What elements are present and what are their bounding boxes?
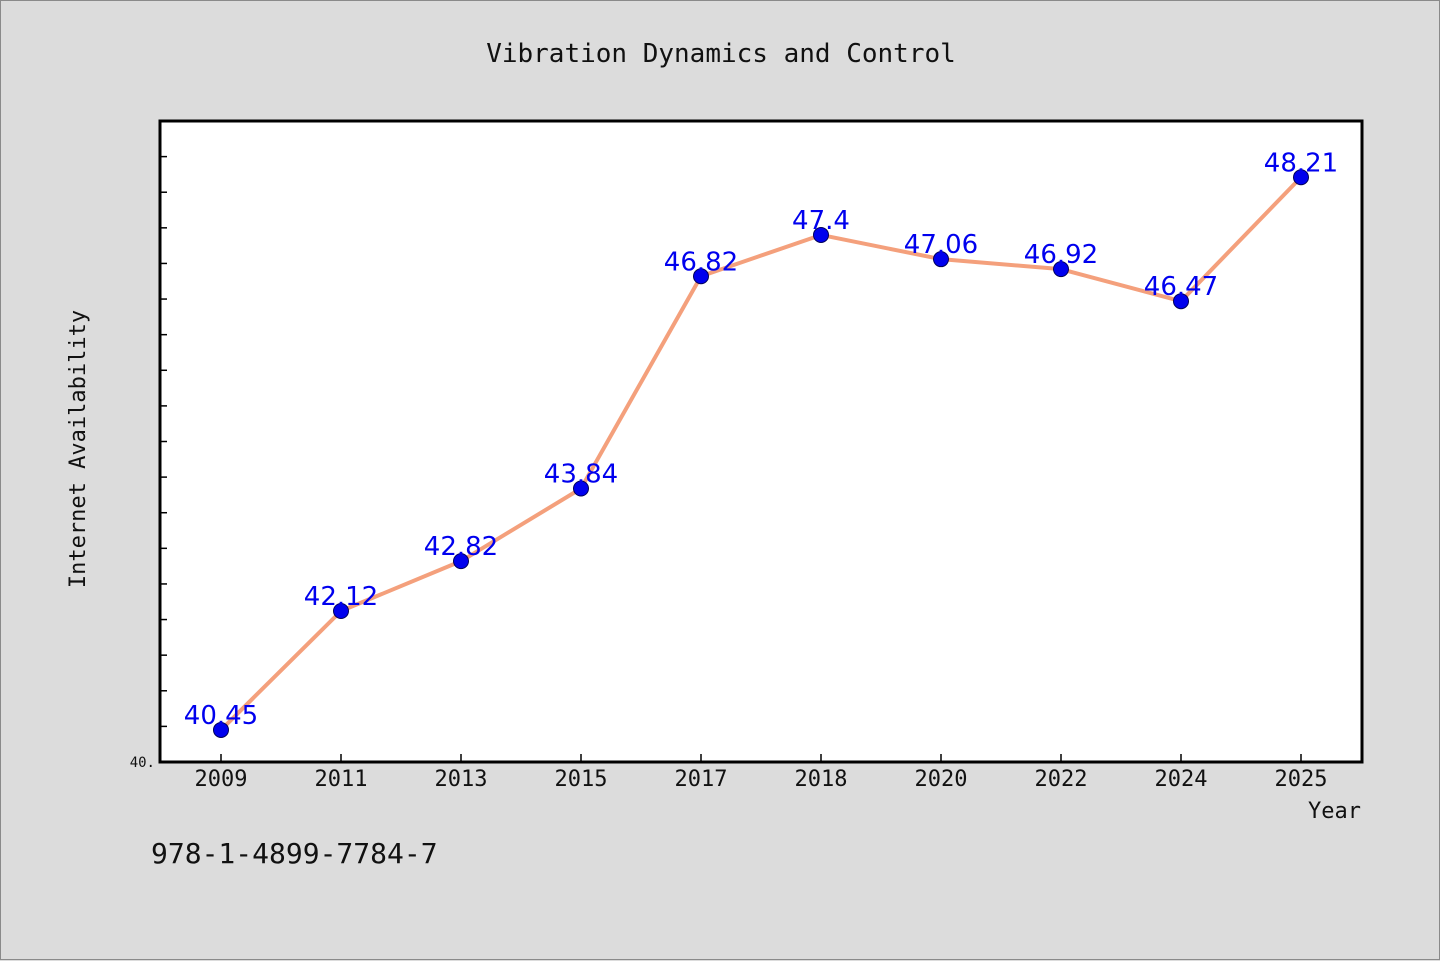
data-label: 42.82 <box>424 532 498 562</box>
x-tick-label: 2020 <box>915 767 968 792</box>
y-axis-label: Internet Availability <box>66 310 91 588</box>
x-tick-label: 2018 <box>795 767 848 792</box>
x-tick-label: 2009 <box>195 767 248 792</box>
data-point <box>1293 169 1309 186</box>
data-point <box>213 721 229 738</box>
data-point <box>1173 293 1189 310</box>
data-label: 48.21 <box>1264 148 1338 178</box>
data-point <box>333 603 349 620</box>
y-tick-label: 40. <box>130 755 155 771</box>
data-label: 46.82 <box>664 247 738 277</box>
data-label: 46.92 <box>1024 240 1098 270</box>
series-group: 40.45 42.12 42.82 43.84 46.82 47.4 47.06 46.92 4… <box>184 148 1338 738</box>
x-tick-label: 2017 <box>675 767 728 792</box>
data-point <box>813 226 829 243</box>
data-label: 42.12 <box>304 582 378 612</box>
isbn-text: 978-1-4899-7784-7 <box>151 837 438 870</box>
x-tick-label: 2025 <box>1275 767 1328 792</box>
x-axis-label: Year <box>1308 799 1361 824</box>
x-axis-ticks: 2009 2011 2013 2015 2017 2018 2020 2022 2024 2025 <box>195 754 1328 792</box>
y-axis-ticks <box>160 155 167 728</box>
data-point <box>573 480 589 497</box>
data-label: 47.06 <box>904 230 978 260</box>
data-label: 43.84 <box>544 460 618 490</box>
data-label: 47.4 <box>792 206 850 236</box>
chart-title: Vibration Dynamics and Control <box>486 39 956 69</box>
x-tick-label: 2013 <box>435 767 488 792</box>
data-point <box>1053 261 1069 278</box>
x-tick-label: 2011 <box>315 767 368 792</box>
x-tick-label: 2024 <box>1155 767 1208 792</box>
plot-area <box>158 119 1364 764</box>
data-point <box>693 268 709 285</box>
x-tick-label: 2015 <box>555 767 608 792</box>
data-label: 40.45 <box>184 701 258 731</box>
data-label: 46.47 <box>1144 272 1218 302</box>
data-point <box>453 553 469 570</box>
series-line <box>219 175 1303 732</box>
data-point <box>933 251 949 268</box>
x-tick-label: 2022 <box>1035 767 1088 792</box>
